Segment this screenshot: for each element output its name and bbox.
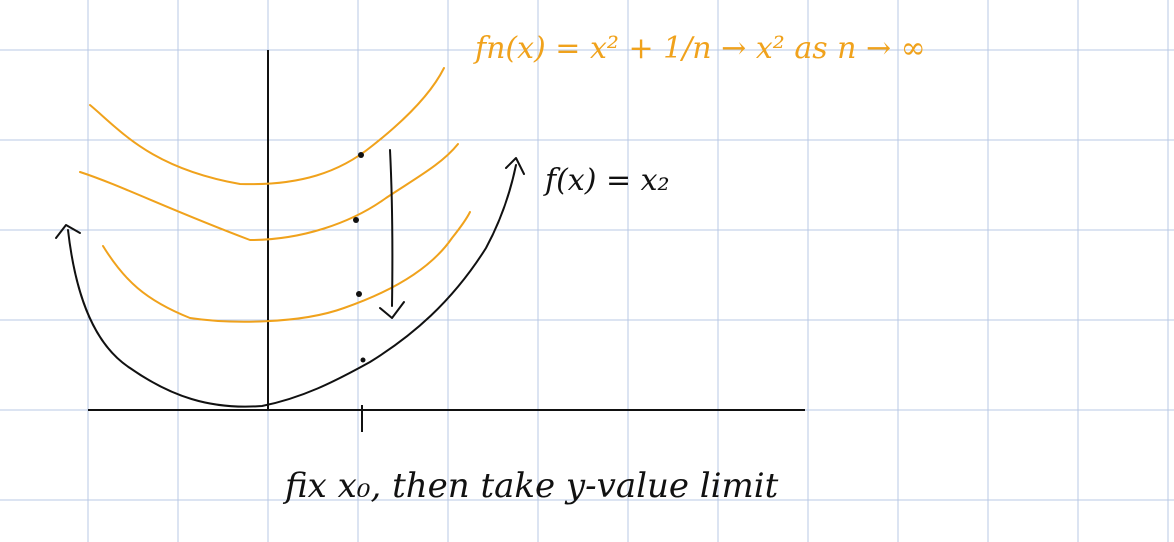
- top-curve-point: [358, 152, 364, 158]
- down-arrow: [389, 149, 394, 307]
- sequence-curve-top: [89, 67, 445, 186]
- sequence-curve-bottom: [102, 211, 471, 323]
- left-arrowhead: [55, 224, 81, 239]
- limit-function-label: f(x) = x₂: [543, 163, 670, 198]
- bottom-curve-point: [356, 291, 362, 297]
- sequence-formula: fn(x) = x² + 1/n → x² as n → ∞: [473, 31, 926, 66]
- limit-curve: [67, 164, 517, 408]
- caption: fix x₀, then take y-value limit: [282, 466, 779, 506]
- down-arrowhead: [379, 301, 405, 319]
- limit-curve-point: [360, 357, 366, 363]
- right-arrowhead: [505, 157, 525, 175]
- middle-curve-point: [353, 217, 359, 223]
- sequence-curve-middle: [79, 143, 459, 241]
